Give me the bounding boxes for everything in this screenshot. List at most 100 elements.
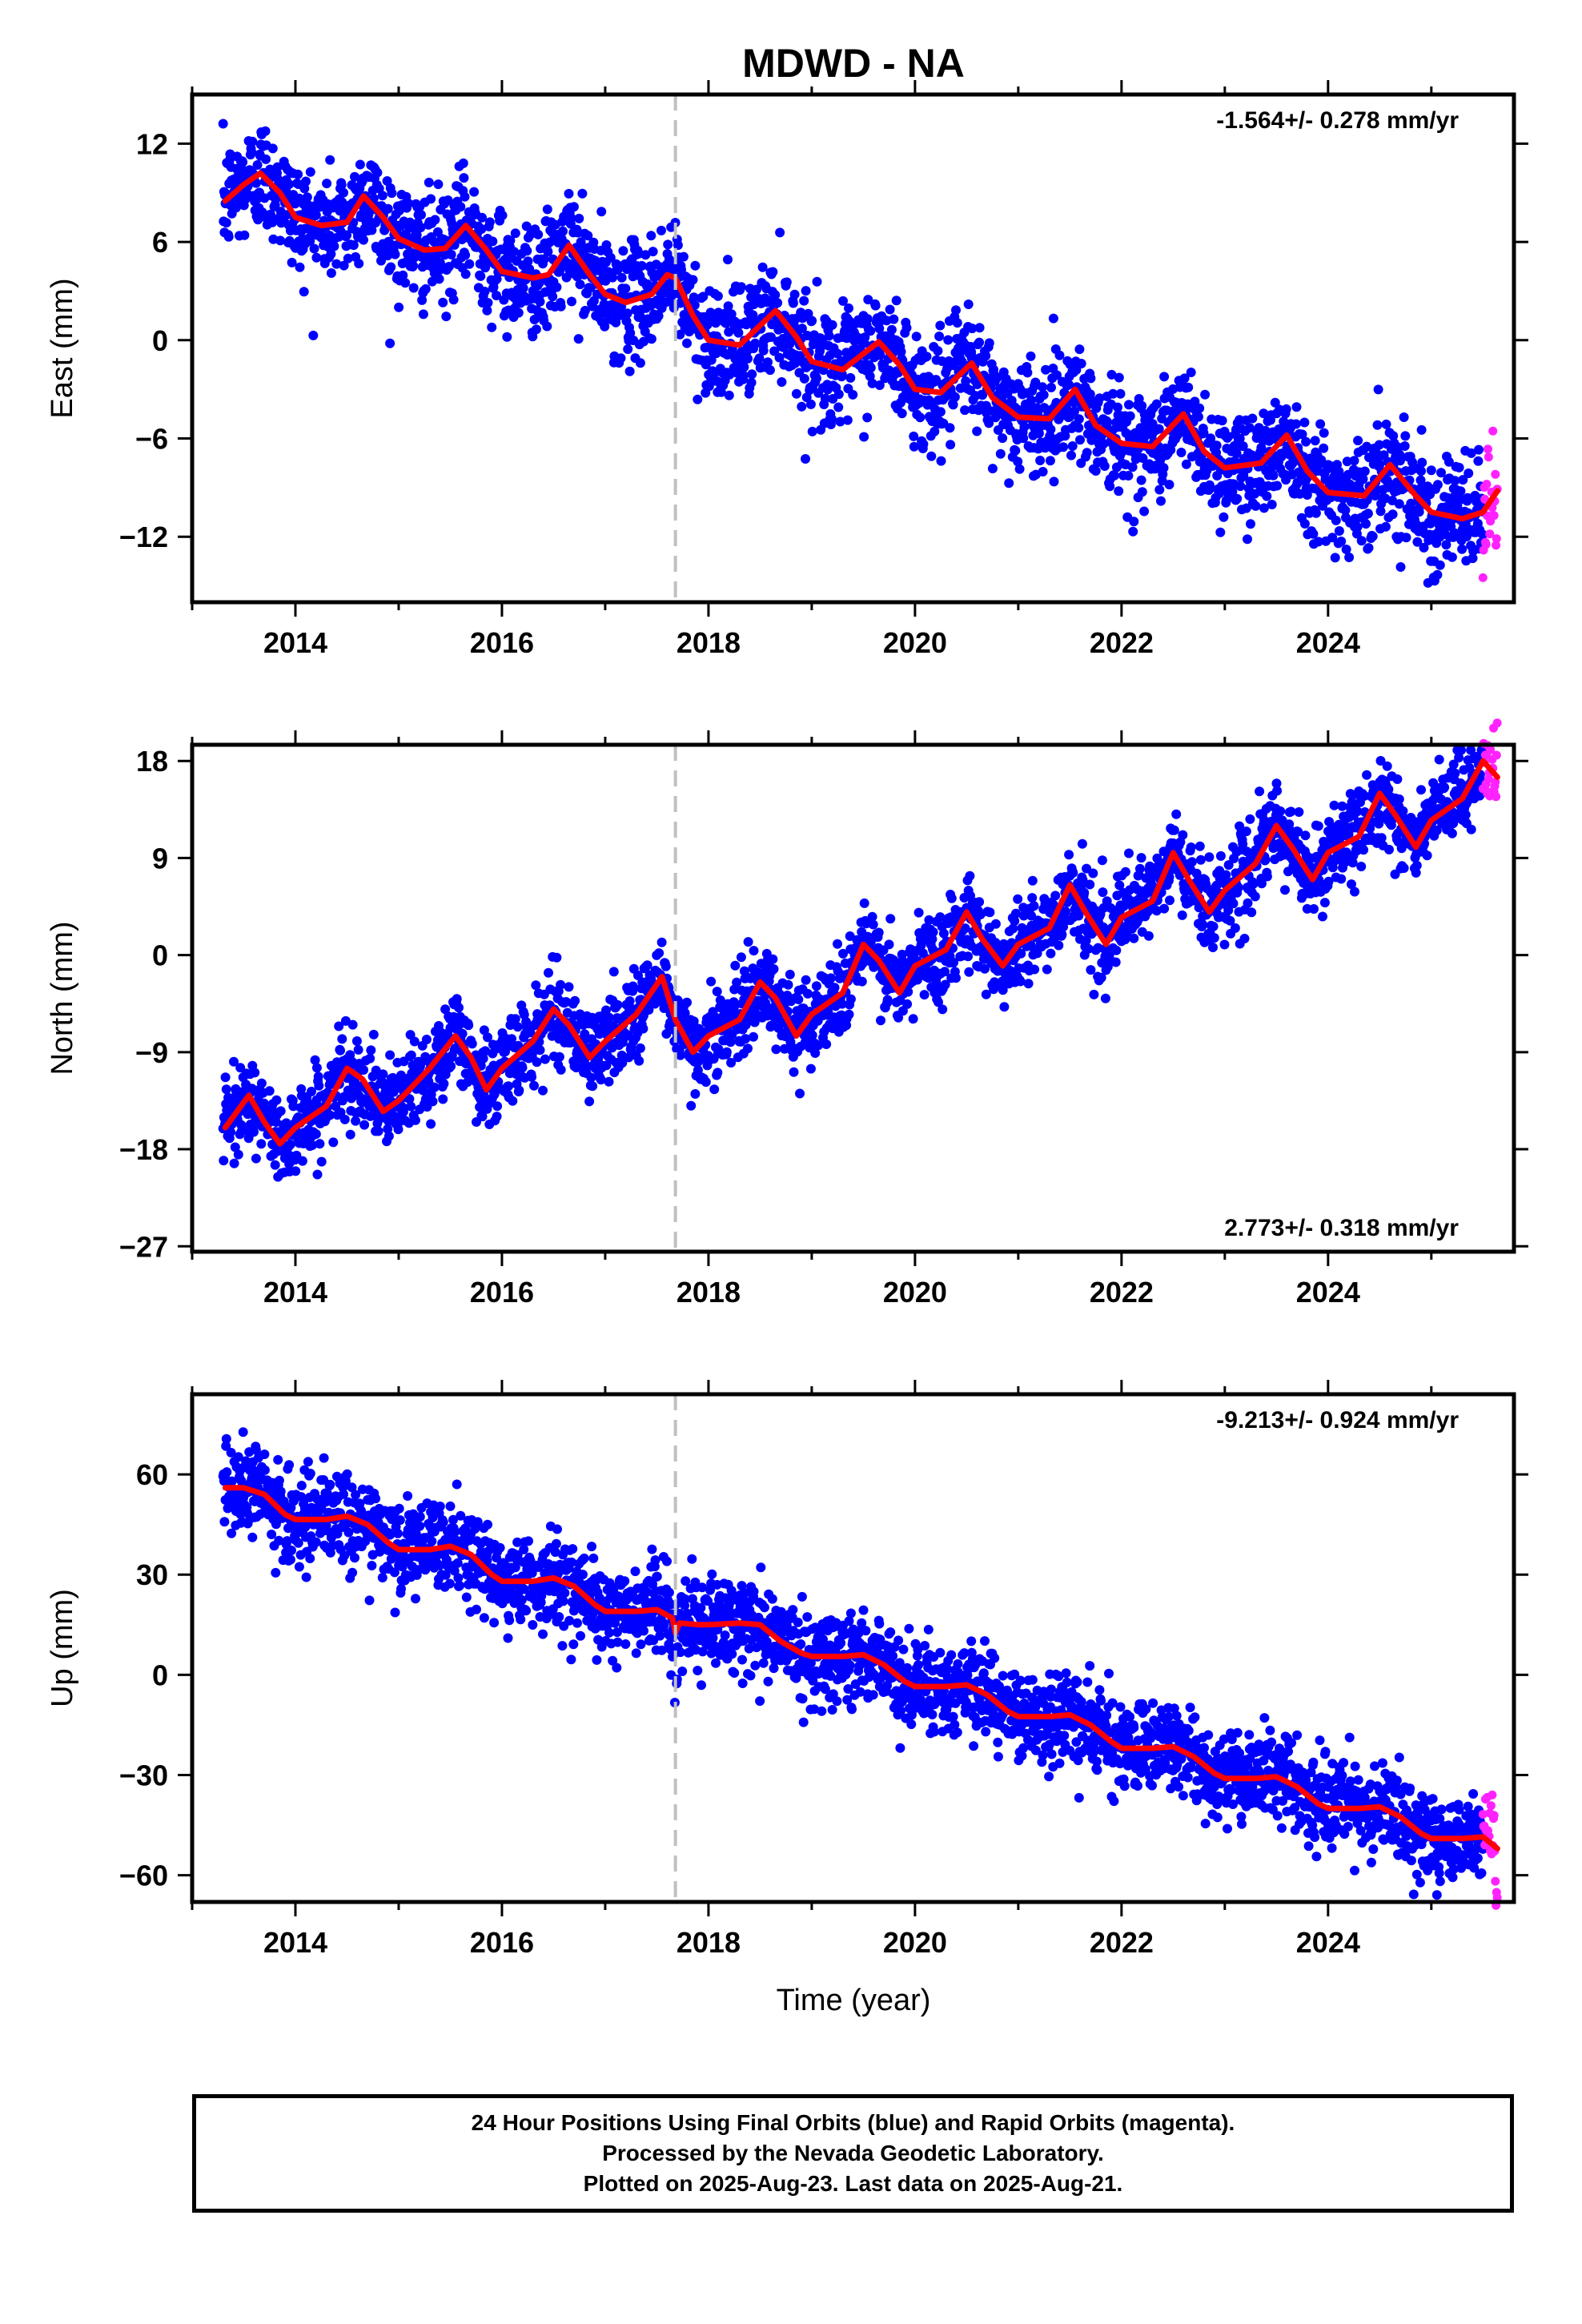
east-final-point: [1352, 522, 1363, 533]
east-final-point: [311, 252, 322, 263]
east-final-point: [1054, 350, 1065, 360]
east-final-point: [1315, 419, 1326, 429]
north-final-point: [701, 1077, 711, 1088]
east-final-point: [622, 308, 632, 319]
east-final-point: [1251, 501, 1261, 511]
east-final-point: [746, 377, 757, 388]
east-final-point: [1176, 448, 1186, 457]
east-final-point: [446, 249, 456, 259]
east-final-point: [921, 352, 932, 362]
north-final-point: [706, 976, 717, 987]
east-final-point: [724, 327, 734, 337]
east-final-point: [1387, 509, 1398, 520]
east-rapid-point: [1489, 511, 1499, 521]
east-final-point: [682, 338, 692, 348]
north-final-point: [965, 870, 975, 881]
east-final-point: [616, 272, 627, 283]
north-final-point: [233, 1149, 243, 1160]
east-rapid-point: [1482, 480, 1492, 489]
east-final-point: [859, 432, 869, 442]
east-final-point: [1344, 553, 1355, 562]
north-final-point: [1050, 891, 1061, 901]
north-final-point: [554, 1051, 564, 1062]
east-final-point: [934, 332, 945, 341]
north-final-point: [1089, 989, 1099, 999]
north-final-point: [570, 995, 580, 1006]
east-final-point: [1211, 440, 1222, 451]
east-x-tick-label: 2018: [677, 626, 741, 659]
east-final-point: [408, 283, 419, 293]
north-final-point: [256, 1078, 267, 1088]
east-final-point: [502, 332, 512, 342]
east-final-point: [1281, 404, 1291, 414]
east-final-point: [1473, 456, 1484, 466]
east-final-point: [1137, 487, 1147, 497]
east-final-point: [1067, 441, 1078, 451]
east-final-point: [797, 324, 807, 334]
east-final-point: [383, 203, 393, 214]
east-final-point: [620, 283, 631, 294]
east-final-point: [824, 331, 834, 341]
east-y-tick-label: −6: [135, 422, 168, 455]
east-final-point: [1102, 417, 1113, 428]
east-final-point: [984, 338, 994, 348]
east-final-point: [945, 423, 955, 433]
east-final-point: [1086, 373, 1096, 384]
east-final-point: [433, 179, 444, 190]
east-final-point: [673, 240, 683, 251]
east-final-point: [542, 321, 552, 332]
north-final-point: [588, 1081, 598, 1092]
east-final-point: [845, 372, 856, 383]
north-final-point: [540, 1054, 550, 1064]
north-final-point: [428, 1096, 438, 1107]
east-final-point: [556, 301, 566, 312]
east-final-point: [743, 353, 753, 364]
east-final-point: [535, 296, 545, 307]
north-final-point: [438, 1094, 448, 1104]
east-final-point: [302, 192, 312, 203]
north-final-point: [908, 1014, 918, 1024]
east-final-point: [583, 231, 593, 241]
east-final-point: [1319, 428, 1329, 438]
north-final-point: [421, 1035, 432, 1044]
north-final-point: [1027, 875, 1038, 886]
east-final-point: [640, 250, 651, 260]
east-final-point: [987, 464, 998, 474]
east-final-point: [418, 309, 428, 320]
east-final-point: [469, 187, 480, 197]
north-final-point: [795, 1088, 805, 1099]
north-final-point: [1209, 933, 1219, 943]
east-final-point: [1200, 389, 1211, 400]
north-final-point: [612, 999, 623, 1010]
north-final-point: [527, 1072, 537, 1082]
east-final-point: [533, 229, 544, 239]
north-final-point: [1134, 863, 1145, 874]
east-final-point: [889, 314, 899, 324]
north-final-point: [426, 1119, 436, 1129]
east-final-point: [510, 228, 520, 239]
north-final-point: [1068, 867, 1078, 878]
north-final-point: [439, 1079, 449, 1089]
north-final-point: [517, 1063, 528, 1073]
east-y-tick-label: −12: [119, 521, 168, 553]
east-final-point: [441, 312, 452, 322]
east-final-point: [558, 226, 568, 236]
east-final-point: [918, 439, 929, 449]
east-final-point: [698, 292, 709, 302]
north-final-point: [1230, 923, 1240, 933]
east-final-point: [1400, 431, 1411, 441]
east-final-point: [1464, 468, 1474, 478]
north-final-point: [721, 1047, 732, 1057]
east-final-point: [260, 126, 271, 136]
north-final-point: [1186, 842, 1196, 852]
east-final-point: [1115, 388, 1126, 399]
east-final-point: [1246, 519, 1255, 529]
east-final-point: [287, 257, 297, 267]
east-final-point: [1331, 515, 1341, 525]
east-final-point: [752, 284, 761, 295]
north-final-point: [1030, 964, 1040, 975]
north-final-point: [1228, 899, 1239, 909]
east-final-point: [355, 159, 365, 170]
east-final-point: [1268, 470, 1279, 480]
